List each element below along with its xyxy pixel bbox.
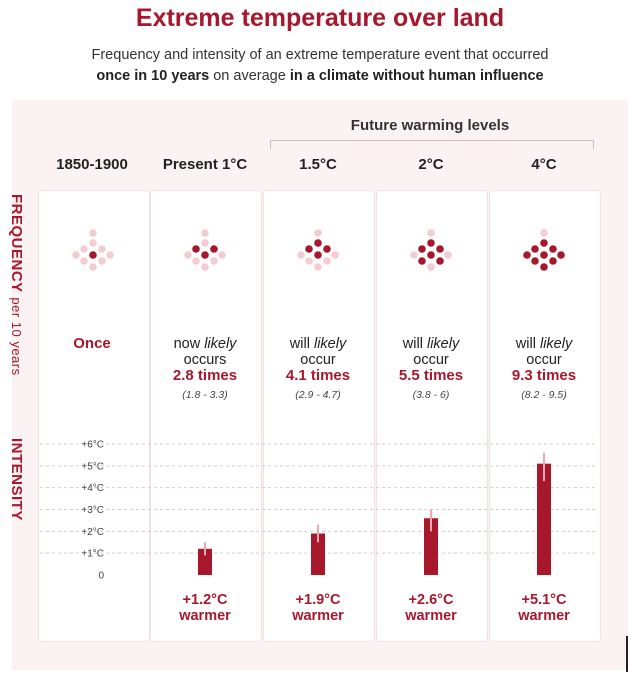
column-header-1-5: 1.5°C xyxy=(299,156,337,173)
column-card-2 xyxy=(263,190,375,642)
warm-label-3: +2.6°C warmer xyxy=(405,592,457,624)
column-header-present: Present 1°C xyxy=(162,156,248,173)
column-header-2: 2°C xyxy=(418,156,444,173)
frequency-times-3: 5.5 times xyxy=(398,367,464,384)
frequency-text-4: will likely occur 9.3 times (8.2 - 9.5) xyxy=(488,336,600,403)
column-card-3 xyxy=(376,190,488,642)
frequency-axis-label: FREQUENCY per 10 years xyxy=(8,194,25,376)
warm-label-4: +5.1°C warmer xyxy=(518,592,570,624)
subtitle-line-2: once in 10 years on average in a climate… xyxy=(96,68,544,84)
column-card-0 xyxy=(38,190,150,642)
frequency-text-3: will likely occur 5.5 times (3.8 - 6) xyxy=(375,336,487,403)
frequency-once: Once xyxy=(73,335,111,352)
frequency-times-2: 4.1 times xyxy=(285,367,351,384)
warm-label-2: +1.9°C warmer xyxy=(292,592,344,624)
intensity-axis-label: INTENSITY xyxy=(8,438,25,521)
frequency-times-1: 2.8 times xyxy=(172,367,238,384)
frequency-times-4: 9.3 times xyxy=(511,367,577,384)
future-bracket xyxy=(270,140,594,149)
column-card-4 xyxy=(489,190,601,642)
chart-subtitle: Frequency and intensity of an extreme te… xyxy=(0,45,640,87)
chart-title: Extreme temperature over land xyxy=(135,4,505,32)
warm-label-1: +1.2°C warmer xyxy=(179,592,231,624)
future-warming-label: Future warming levels xyxy=(350,117,510,134)
frequency-text-0: Once xyxy=(36,336,148,352)
column-header-1850: 1850-1900 xyxy=(56,156,128,173)
subtitle-line-1: Frequency and intensity of an extreme te… xyxy=(91,47,549,63)
column-header-4: 4°C xyxy=(531,156,557,173)
text-cursor xyxy=(626,636,628,672)
column-card-1 xyxy=(150,190,262,642)
frequency-text-1: now likely occurs 2.8 times (1.8 - 3.3) xyxy=(149,336,261,403)
frequency-text-2: will likely occur 4.1 times (2.9 - 4.7) xyxy=(262,336,374,403)
